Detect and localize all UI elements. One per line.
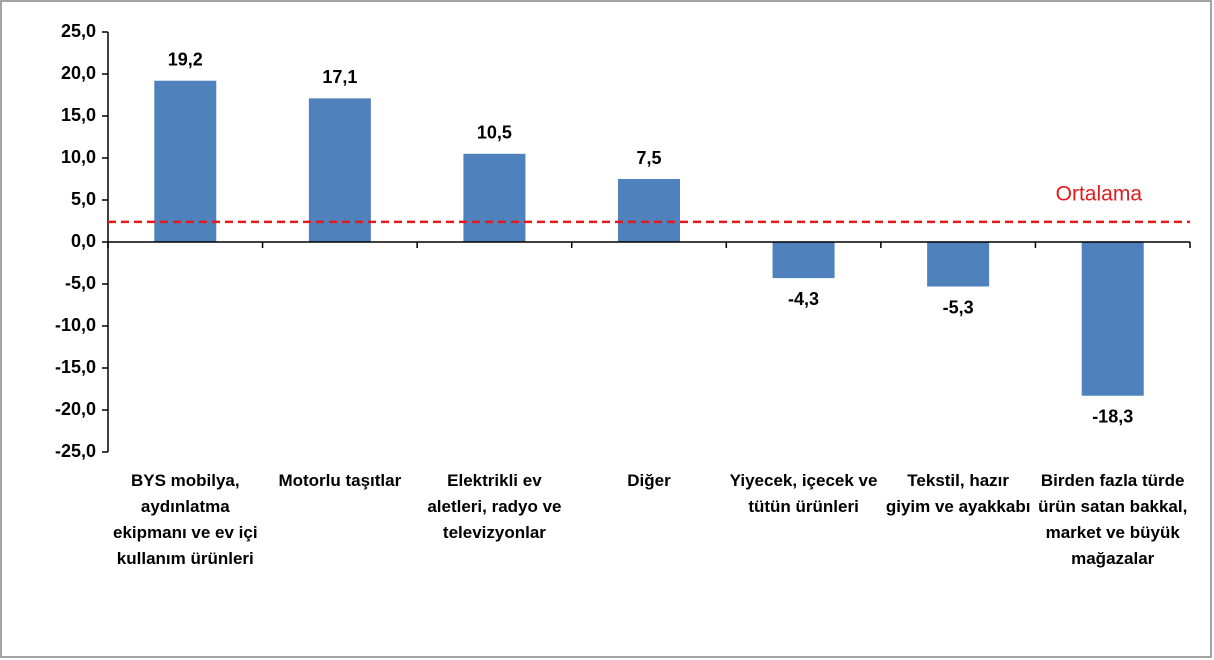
- x-tick-label: BYS mobilya, aydınlatma ekipmanı ve ev i…: [112, 471, 258, 568]
- value-label: -5,3: [943, 297, 974, 317]
- y-tick-label: -15,0: [55, 357, 96, 377]
- value-label: -18,3: [1092, 406, 1133, 426]
- value-label: 17,1: [322, 67, 357, 87]
- bar: [618, 179, 680, 242]
- bar: [463, 153, 526, 242]
- value-label: 10,5: [477, 123, 512, 143]
- bar: [772, 242, 835, 279]
- y-tick-label: -20,0: [55, 399, 96, 419]
- y-tick-label: -25,0: [55, 441, 96, 461]
- bar: [1081, 242, 1144, 396]
- bar: [927, 242, 990, 287]
- value-label: -4,3: [788, 289, 819, 309]
- x-tick-label: Motorlu taşıtlar: [278, 471, 402, 490]
- x-tick-label: Tekstil, hazır giyim ve ayakkabı: [885, 471, 1031, 516]
- y-tick-label: -10,0: [55, 315, 96, 335]
- bar: [308, 98, 371, 242]
- x-tick-label: Diğer: [627, 471, 671, 490]
- y-tick-label: -5,0: [65, 273, 96, 293]
- x-tick-label: Birden fazla türde ürün satan bakkal, ma…: [1038, 471, 1188, 568]
- bar: [154, 80, 217, 242]
- y-tick-label: 0,0: [71, 231, 96, 251]
- x-tick-label: Elektrikli ev aletleri, radyo ve televiz…: [427, 471, 562, 542]
- y-tick-label: 25,0: [61, 21, 96, 41]
- x-tick-label: Yiyecek, içecek ve tütün ürünleri: [729, 471, 878, 516]
- value-label: 19,2: [168, 49, 203, 69]
- y-tick-label: 20,0: [61, 63, 96, 83]
- value-label: 7,5: [636, 148, 661, 168]
- y-tick-label: 5,0: [71, 189, 96, 209]
- y-tick-label: 15,0: [61, 105, 96, 125]
- y-tick-label: 10,0: [61, 147, 96, 167]
- reference-label: Ortalama: [1056, 182, 1143, 205]
